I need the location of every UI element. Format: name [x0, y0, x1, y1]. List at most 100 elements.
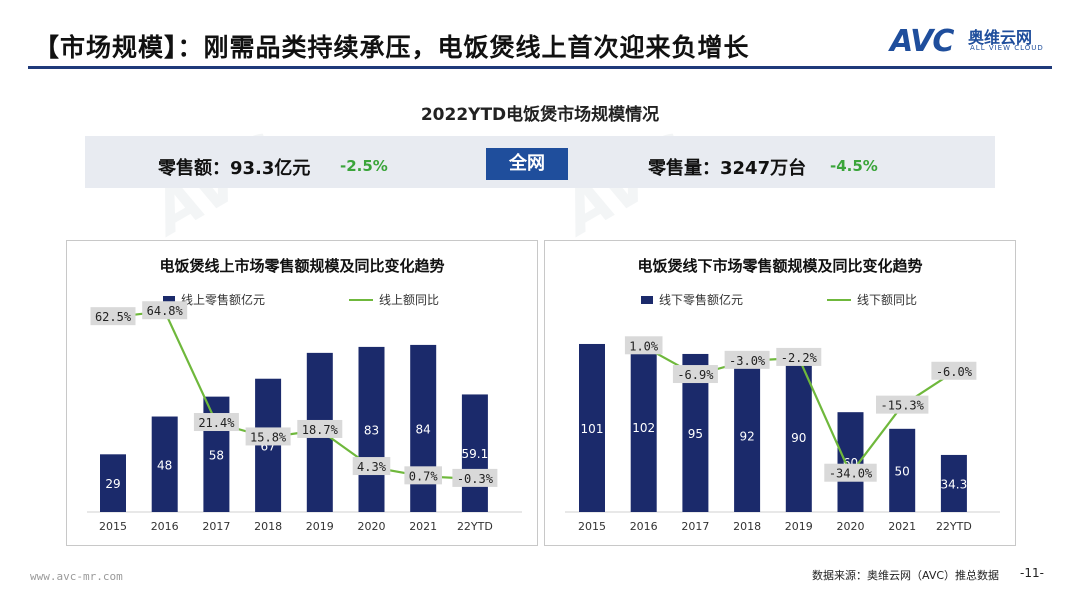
bar-value-label: 84 — [416, 422, 431, 436]
bar-value-label: 95 — [688, 427, 703, 441]
bar — [734, 358, 761, 512]
x-tick-label: 2021 — [888, 520, 916, 533]
line-value-label: 0.7% — [409, 469, 439, 483]
x-tick-label: 22YTD — [457, 520, 493, 533]
line-value-label: -6.9% — [677, 368, 714, 382]
bar-value-label: 90 — [791, 431, 806, 445]
x-tick-label: 2018 — [733, 520, 761, 533]
line-label-box — [297, 419, 343, 438]
x-tick-label: 2018 — [254, 520, 282, 533]
legend-bar-swatch — [641, 296, 653, 304]
bar — [785, 362, 812, 512]
x-tick-label: 2015 — [578, 520, 606, 533]
retail-sales-change: -2.5% — [340, 157, 388, 175]
logo-mark: AVC — [890, 24, 954, 59]
summary-title: 2022YTD电饭煲市场规模情况 — [420, 105, 660, 125]
x-tick-label: 2016 — [151, 520, 179, 533]
bar-value-label: 83 — [364, 423, 379, 437]
line-label-box — [724, 350, 770, 369]
bar — [358, 346, 385, 512]
x-tick-label: 2020 — [358, 520, 386, 533]
legend-line-label: 线上额同比 — [379, 293, 439, 307]
bar — [151, 416, 178, 512]
bar — [579, 343, 605, 512]
chart-title: 电饭煲线上市场零售额规模及同比变化趋势 — [159, 257, 444, 275]
line-value-label: -15.3% — [881, 399, 925, 413]
line-label-box — [352, 457, 391, 476]
line-label-box — [776, 347, 822, 366]
bar-value-label: 102 — [632, 421, 655, 435]
retail-volume-label: 零售量： — [648, 158, 720, 179]
retail-volume-kpi: 零售量：3247万台 — [648, 154, 806, 180]
logo-cn-text: 奥维云网 — [968, 28, 1033, 47]
line-label-box — [624, 336, 663, 355]
footer-source: 数据来源：奥维云网（AVC）推总数据 — [812, 569, 1000, 582]
logo-en-text: ALL VIEW CLOUD — [970, 44, 1044, 52]
legend-bar-label: 线上零售额亿元 — [181, 292, 265, 307]
bar-value-label: 59.1 — [462, 447, 489, 461]
line-value-label: 1.0% — [629, 339, 659, 353]
x-tick-label: 2019 — [785, 520, 813, 533]
line-label-box — [193, 413, 239, 432]
legend-line-label: 线下额同比 — [857, 293, 917, 307]
line-value-label: 64.8% — [147, 304, 184, 318]
footer-url[interactable]: www.avc-mr.com — [30, 570, 123, 583]
line-value-label: 15.8% — [250, 430, 287, 444]
x-tick-label: 2020 — [837, 520, 865, 533]
line-label-box — [876, 395, 929, 414]
legend-bar-swatch — [163, 296, 175, 304]
line-label-box — [404, 466, 442, 485]
line-value-label: 4.3% — [357, 460, 387, 474]
line-value-label: -3.0% — [729, 354, 766, 368]
x-tick-label: 22YTD — [936, 520, 972, 533]
line-value-label: -6.0% — [936, 365, 973, 379]
line-label-box — [452, 468, 498, 487]
channel-badge: 全网 — [486, 148, 568, 180]
legend-bar-label: 线下零售额亿元 — [659, 292, 743, 307]
line-label-box — [824, 463, 877, 482]
chart-title: 电饭煲线下市场零售额规模及同比变化趋势 — [637, 257, 922, 275]
page-title: 【市场规模】：刚需品类持续承压，电饭煲线上首次迎来负增长 — [34, 33, 750, 62]
retail-sales-kpi: 零售额：93.3亿元 — [158, 154, 310, 180]
bar-value-label: 34.3 — [941, 477, 968, 491]
chart-legend: 线下零售额亿元 线下额同比 — [641, 292, 917, 307]
line-value-label: 21.4% — [198, 416, 235, 430]
bar — [100, 454, 126, 512]
x-tick-label: 2021 — [409, 520, 437, 533]
line-value-label: -2.2% — [781, 351, 818, 365]
bar-value-label: 48 — [157, 458, 172, 472]
header-divider — [28, 66, 1052, 69]
bar-value-label: 101 — [581, 422, 604, 436]
bar — [940, 454, 967, 512]
bar-value-label: 92 — [739, 429, 754, 443]
chart-legend: 线上零售额亿元 线上额同比 — [163, 292, 439, 307]
x-tick-label: 2019 — [306, 520, 334, 533]
bar — [461, 394, 488, 512]
retail-sales-value: 93.3亿元 — [230, 158, 311, 179]
line-value-label: 62.5% — [95, 310, 132, 324]
bar-value-label: 50 — [895, 464, 910, 478]
line-value-label: -0.3% — [457, 472, 494, 486]
bar-value-label: 58 — [209, 448, 224, 462]
line-value-label: -34.0% — [829, 467, 873, 481]
offline-chart-panel: 电饭煲线下市场零售额规模及同比变化趋势线下零售额亿元 线下额同比 101 2015 10… — [544, 240, 1016, 546]
bar — [889, 428, 916, 512]
line-label-box — [931, 361, 977, 380]
online-chart-panel: 电饭煲线上市场零售额规模及同比变化趋势线上零售额亿元 线上额同比 29 2015 48 2… — [66, 240, 538, 546]
line-label-box — [245, 427, 291, 446]
avc-logo: AVC 奥维云网 ALL VIEW CLOUD — [890, 20, 1060, 60]
x-tick-label: 2017 — [681, 520, 709, 533]
line-label-box — [672, 365, 718, 384]
line-value-label: 18.7% — [302, 423, 339, 437]
bar — [630, 342, 657, 512]
x-tick-label: 2017 — [202, 520, 230, 533]
page-number: -11- — [1020, 566, 1044, 580]
retail-sales-label: 零售额： — [158, 158, 230, 179]
retail-volume-change: -4.5% — [830, 157, 878, 175]
x-tick-label: 2015 — [99, 520, 127, 533]
line-label-box — [90, 307, 136, 326]
retail-volume-value: 3247万台 — [720, 158, 807, 179]
bar-value-label: 29 — [105, 477, 120, 491]
